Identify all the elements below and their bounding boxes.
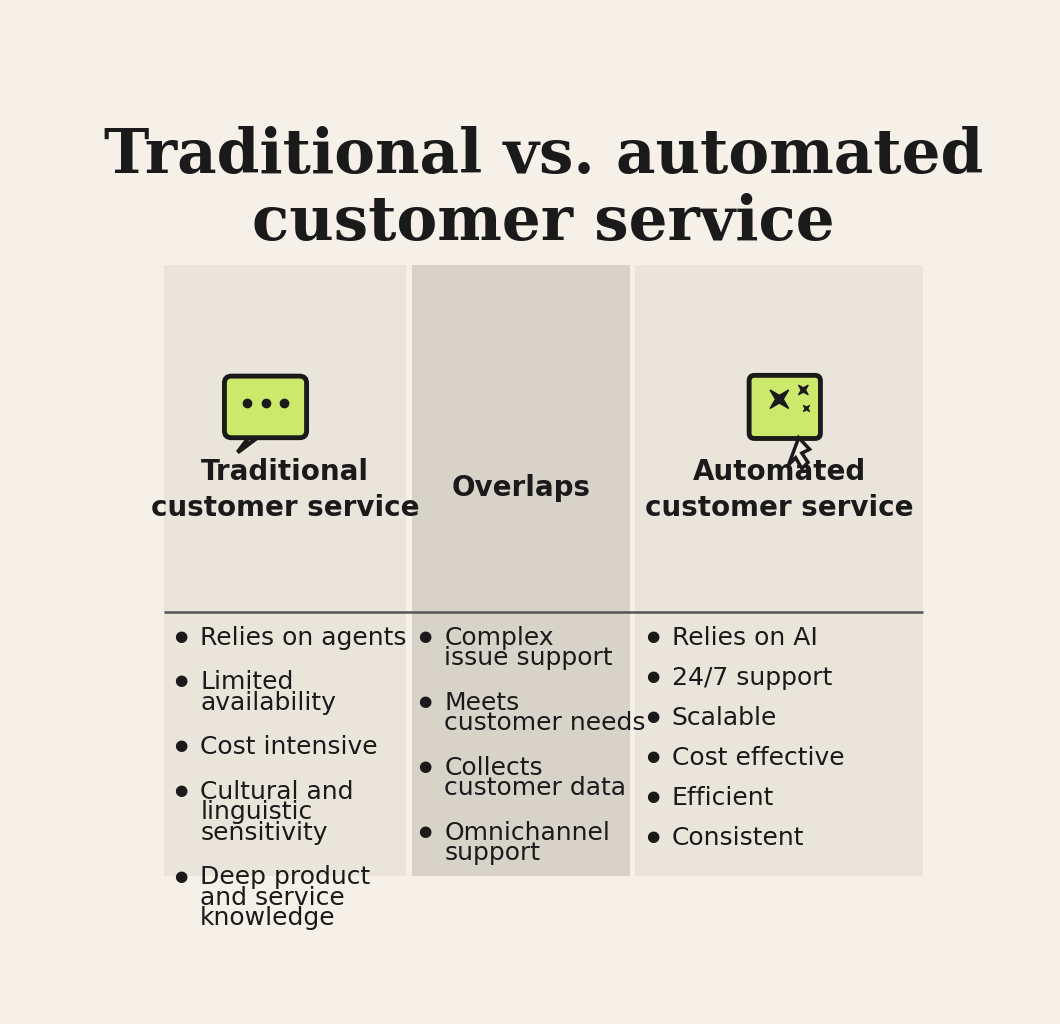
Text: ●: ● (174, 629, 188, 644)
Text: ●: ● (174, 783, 188, 798)
FancyBboxPatch shape (749, 376, 820, 438)
Text: Overlaps: Overlaps (452, 474, 590, 502)
Text: support: support (444, 841, 541, 865)
FancyBboxPatch shape (163, 265, 406, 876)
Text: ●: ● (174, 738, 188, 754)
Polygon shape (770, 390, 789, 409)
Text: linguistic: linguistic (200, 801, 313, 824)
FancyBboxPatch shape (635, 265, 923, 876)
FancyBboxPatch shape (411, 265, 630, 876)
Text: ●: ● (174, 868, 188, 884)
Text: ●: ● (646, 749, 659, 764)
FancyBboxPatch shape (225, 376, 306, 437)
Text: ●: ● (419, 693, 431, 709)
Polygon shape (237, 428, 268, 453)
Text: Meets: Meets (444, 690, 519, 715)
Text: Cost effective: Cost effective (672, 745, 845, 770)
Text: Automated
customer service: Automated customer service (644, 458, 914, 521)
Text: Efficient: Efficient (672, 785, 774, 810)
Text: knowledge: knowledge (200, 906, 336, 930)
Text: ●: ● (174, 674, 188, 688)
Text: issue support: issue support (444, 646, 613, 670)
Text: ●: ● (646, 788, 659, 804)
Text: Relies on AI: Relies on AI (672, 626, 817, 649)
Text: Complex: Complex (444, 626, 554, 649)
Polygon shape (789, 437, 810, 469)
Text: ●: ● (646, 669, 659, 684)
Text: ●: ● (419, 629, 431, 644)
Text: and service: and service (200, 886, 344, 910)
Text: Relies on agents: Relies on agents (200, 626, 407, 649)
Text: Omnichannel: Omnichannel (444, 821, 611, 845)
Text: availability: availability (200, 690, 336, 715)
Text: Traditional
customer service: Traditional customer service (151, 458, 419, 521)
Text: customer needs: customer needs (444, 711, 646, 735)
Text: ●: ● (419, 824, 431, 839)
Text: Cultural and: Cultural and (200, 780, 354, 804)
Text: Deep product: Deep product (200, 865, 370, 890)
Text: Consistent: Consistent (672, 825, 805, 850)
Text: ●: ● (646, 828, 659, 844)
Text: ●: ● (419, 759, 431, 774)
Polygon shape (803, 406, 810, 412)
Text: ●: ● (646, 629, 659, 644)
Text: Limited: Limited (200, 671, 294, 694)
Polygon shape (798, 385, 809, 395)
Text: Collects: Collects (444, 756, 543, 779)
Text: customer data: customer data (444, 776, 626, 800)
Text: Cost intensive: Cost intensive (200, 735, 377, 760)
Text: Traditional vs. automated
customer service: Traditional vs. automated customer servi… (104, 126, 983, 253)
Text: ●: ● (646, 709, 659, 724)
Text: 24/7 support: 24/7 support (672, 666, 832, 689)
Text: Scalable: Scalable (672, 706, 777, 730)
Text: sensitivity: sensitivity (200, 821, 328, 845)
FancyBboxPatch shape (228, 379, 303, 434)
